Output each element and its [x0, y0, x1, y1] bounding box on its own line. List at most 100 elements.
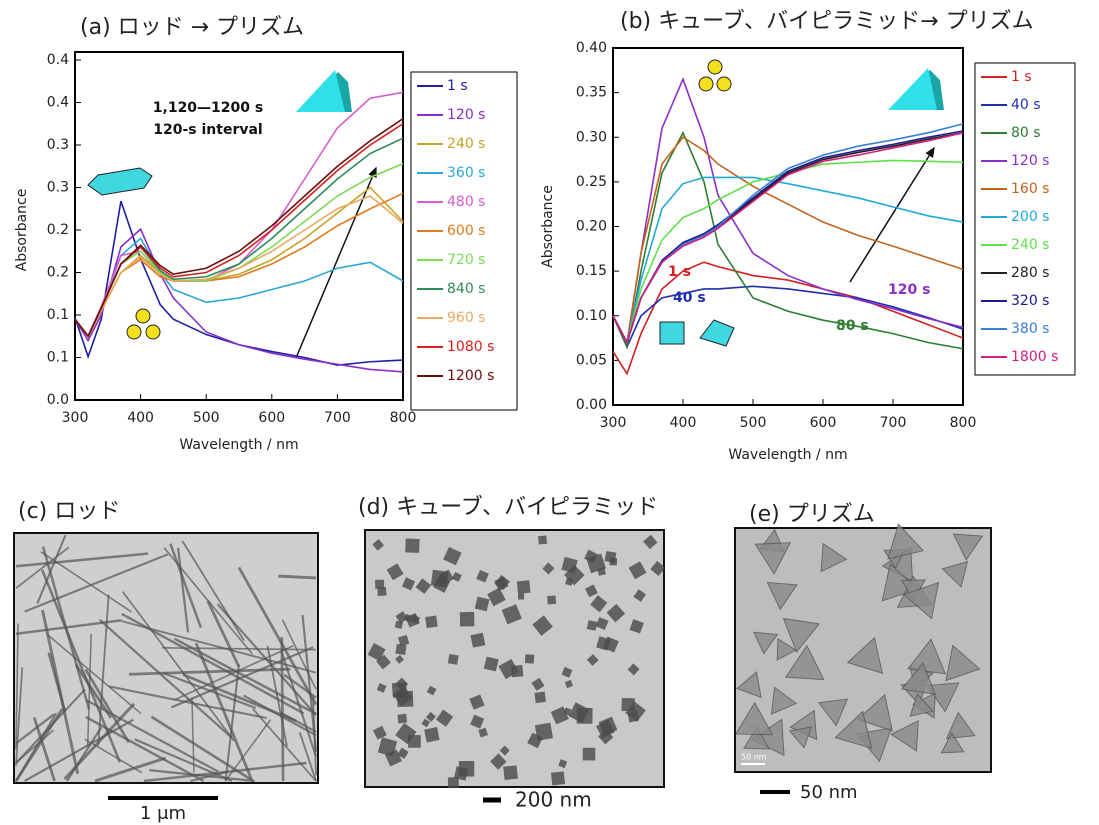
cube	[621, 698, 634, 711]
x-tick-label: 800	[950, 415, 977, 431]
cube	[538, 536, 547, 545]
panel-label: (e) プリズム	[749, 502, 875, 527]
legend-label: 380 s	[1011, 321, 1049, 337]
y-tick-label: 0.3	[47, 137, 69, 153]
x-tick-label: 700	[324, 410, 351, 426]
annotation: 120-s interval	[153, 122, 262, 138]
chart-title: (a) ロッド → プリズム	[80, 15, 304, 40]
spectrum-line	[613, 133, 963, 349]
spectrum-line	[75, 124, 403, 337]
scale-label: 200 nm	[515, 788, 592, 812]
tem-image	[14, 533, 318, 783]
annotation: 1 s	[668, 264, 691, 280]
arrow	[850, 148, 934, 282]
cube	[525, 654, 534, 663]
y-axis-label: Absorbance	[540, 185, 556, 268]
y-tick-label: 0.35	[576, 85, 607, 101]
x-tick-label: 400	[127, 410, 154, 426]
legend-label: 80 s	[1011, 125, 1041, 141]
legend-label: 600 s	[447, 223, 485, 239]
cube	[517, 580, 531, 594]
x-tick-label: 300	[62, 410, 89, 426]
annotation: 1,120—1200 s	[153, 100, 263, 116]
y-tick-label: 0.2	[47, 265, 69, 281]
sphere-icon	[699, 77, 713, 91]
y-tick-label: 0.40	[576, 40, 607, 56]
y-tick-label: 0.4	[47, 52, 69, 68]
legend-label: 240 s	[1011, 237, 1049, 253]
legend-label: 240 s	[447, 136, 485, 152]
y-tick-label: 0.2	[47, 222, 69, 238]
legend-label: 280 s	[1011, 265, 1049, 281]
legend-label: 120 s	[447, 107, 485, 123]
figure: (c) ロッド (d) キューブ、バイピラミッド (e) プリズム 1 μm 2…	[0, 0, 1099, 825]
cube	[460, 612, 475, 627]
cube	[424, 727, 439, 742]
x-tick-label: 800	[390, 410, 417, 426]
cube	[377, 587, 386, 596]
legend-label: 840 s	[447, 281, 485, 297]
legend-label: 1 s	[447, 78, 468, 94]
x-tick-label: 500	[740, 415, 767, 431]
y-tick-label: 0.25	[576, 174, 607, 190]
annotation: 80 s	[836, 318, 869, 334]
rod	[278, 576, 316, 578]
x-tick-label: 700	[880, 415, 907, 431]
rod	[282, 637, 283, 781]
rod-icon	[88, 168, 152, 195]
legend-label: 1 s	[1011, 69, 1032, 85]
cube	[459, 761, 475, 777]
spectrum-line	[75, 138, 403, 336]
y-tick-label: 0.30	[576, 129, 607, 145]
x-tick-label: 600	[810, 415, 837, 431]
legend-label: 200 s	[1011, 209, 1049, 225]
y-tick-label: 0.4	[47, 95, 69, 111]
legend-label: 960 s	[447, 310, 485, 326]
cube	[534, 692, 545, 703]
y-tick-label: 0.3	[47, 180, 69, 196]
legend-label: 720 s	[447, 252, 485, 268]
sphere-icon	[708, 60, 722, 74]
legend-label: 1800 s	[1011, 349, 1058, 365]
y-axis-label: Absorbance	[14, 189, 30, 272]
legend-label: 160 s	[1011, 181, 1049, 197]
spectrum-line	[613, 262, 963, 374]
legend-label: 320 s	[1011, 293, 1049, 309]
y-tick-label: 0.1	[47, 350, 69, 366]
scale-label: 1 μm	[140, 803, 186, 824]
spectrum-line	[75, 119, 403, 337]
cube	[448, 777, 459, 788]
legend-label: 120 s	[1011, 153, 1049, 169]
x-tick-label: 400	[670, 415, 697, 431]
spectrum-line	[613, 124, 963, 343]
y-tick-label: 0.15	[576, 263, 607, 279]
y-tick-label: 0.05	[576, 352, 607, 368]
cube	[583, 748, 596, 761]
chart-title: (b) キューブ、バイピラミッド→ プリズム	[620, 9, 1034, 34]
cube	[627, 711, 639, 723]
panel-label: (d) キューブ、バイピラミッド	[358, 495, 658, 520]
cube	[448, 654, 459, 665]
x-axis-label: Wavelength / nm	[179, 437, 298, 453]
spectrum-line	[75, 201, 403, 365]
y-tick-label: 0.0	[47, 392, 69, 408]
y-tick-label: 0.20	[576, 219, 607, 235]
sphere-icon	[136, 309, 150, 323]
y-tick-label: 0.1	[47, 307, 69, 323]
scale-label: 50 nm	[800, 782, 858, 803]
spectrum-line	[75, 239, 403, 337]
legend-label: 1080 s	[447, 339, 494, 355]
cube	[577, 708, 593, 724]
legend-label: 480 s	[447, 194, 485, 210]
tem-image	[365, 530, 664, 787]
inset-scale: 50 nm	[741, 753, 767, 762]
cube	[605, 551, 617, 563]
cube	[503, 765, 518, 780]
x-tick-label: 500	[193, 410, 220, 426]
page: {"chart_data": [ {"type": "line", "title…	[0, 0, 1099, 825]
annotation: 120 s	[888, 282, 930, 298]
cube	[471, 633, 486, 648]
y-tick-label: 0.00	[576, 397, 607, 413]
cube	[547, 595, 556, 604]
cube	[397, 714, 407, 724]
